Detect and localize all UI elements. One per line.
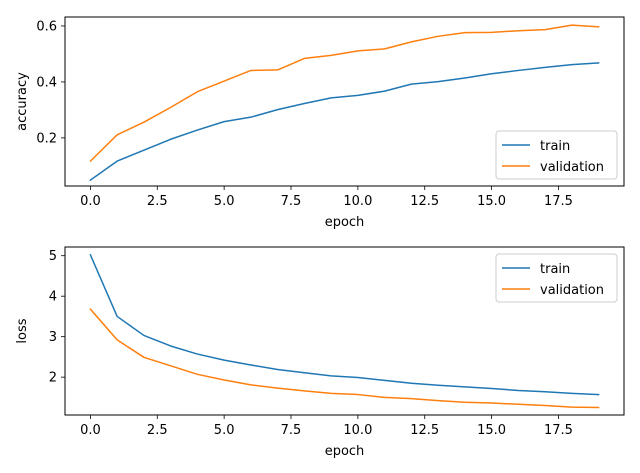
accuracy-y-ticks: 0.2 0.4 0.6	[36, 19, 65, 146]
accuracy-series-validation-line	[89, 24, 600, 163]
loss-x-axis-label: epoch	[325, 444, 365, 459]
accuracy-x-tick-label: 7.5	[281, 194, 302, 209]
accuracy-chart: 0.0 2.5 5.0 7.5 10.0 12.5 15.0 17.5 0.2 0.4 0.6 e…	[15, 16, 625, 230]
accuracy-y-tick-label: 0.6	[36, 19, 57, 34]
accuracy-x-ticks: 0.0 2.5 5.0 7.5 10.0 12.5 15.0 17.5	[80, 186, 573, 209]
accuracy-legend-box	[495, 130, 618, 180]
loss-x-tick-label: 17.5	[544, 423, 573, 438]
loss-x-tick-label: 7.5	[281, 423, 302, 438]
loss-y-tick-label: 4	[49, 290, 57, 305]
loss-legend-train-label: train	[540, 262, 570, 277]
loss-legend: train validation	[495, 253, 618, 303]
accuracy-x-tick-label: 12.5	[410, 194, 439, 209]
accuracy-series-lines	[89, 24, 600, 182]
loss-axes-frame	[64, 246, 625, 416]
loss-y-tick-label: 3	[49, 330, 57, 345]
loss-x-ticks: 0.0 2.5 5.0 7.5 10.0 12.5 15.0 17.5	[80, 415, 573, 438]
accuracy-x-tick-label: 5.0	[214, 194, 235, 209]
accuracy-x-axis-label: epoch	[325, 215, 365, 230]
accuracy-x-tick-label: 2.5	[147, 194, 168, 209]
loss-y-tick-label: 5	[49, 249, 57, 264]
loss-y-axis-label: loss	[15, 318, 30, 343]
accuracy-y-tick-label: 0.4	[36, 75, 57, 90]
accuracy-x-tick-label: 0.0	[80, 194, 101, 209]
accuracy-legend: train validation	[495, 130, 618, 180]
accuracy-x-tick-label: 17.5	[544, 194, 573, 209]
accuracy-series-train-line	[89, 62, 600, 182]
accuracy-legend-train-label: train	[540, 139, 570, 154]
loss-y-tick-label: 2	[49, 371, 57, 386]
loss-series-validation-line	[89, 308, 600, 409]
loss-x-tick-label: 10.0	[343, 423, 372, 438]
loss-y-ticks: 2 3 4 5	[49, 249, 65, 386]
loss-x-tick-label: 12.5	[410, 423, 439, 438]
accuracy-axes-frame	[64, 16, 625, 187]
loss-legend-validation-label: validation	[540, 283, 604, 298]
loss-x-tick-label: 0.0	[80, 423, 101, 438]
accuracy-y-tick-label: 0.2	[36, 131, 57, 146]
loss-x-tick-label: 2.5	[147, 423, 168, 438]
accuracy-x-tick-label: 10.0	[343, 194, 372, 209]
loss-series-train-line	[89, 253, 600, 396]
loss-legend-box	[495, 253, 618, 303]
accuracy-legend-validation-label: validation	[540, 160, 604, 175]
loss-x-tick-label: 5.0	[214, 423, 235, 438]
loss-x-tick-label: 15.0	[477, 423, 506, 438]
accuracy-y-axis-label: accuracy	[15, 72, 30, 131]
accuracy-x-tick-label: 15.0	[477, 194, 506, 209]
loss-series-lines	[89, 253, 600, 409]
